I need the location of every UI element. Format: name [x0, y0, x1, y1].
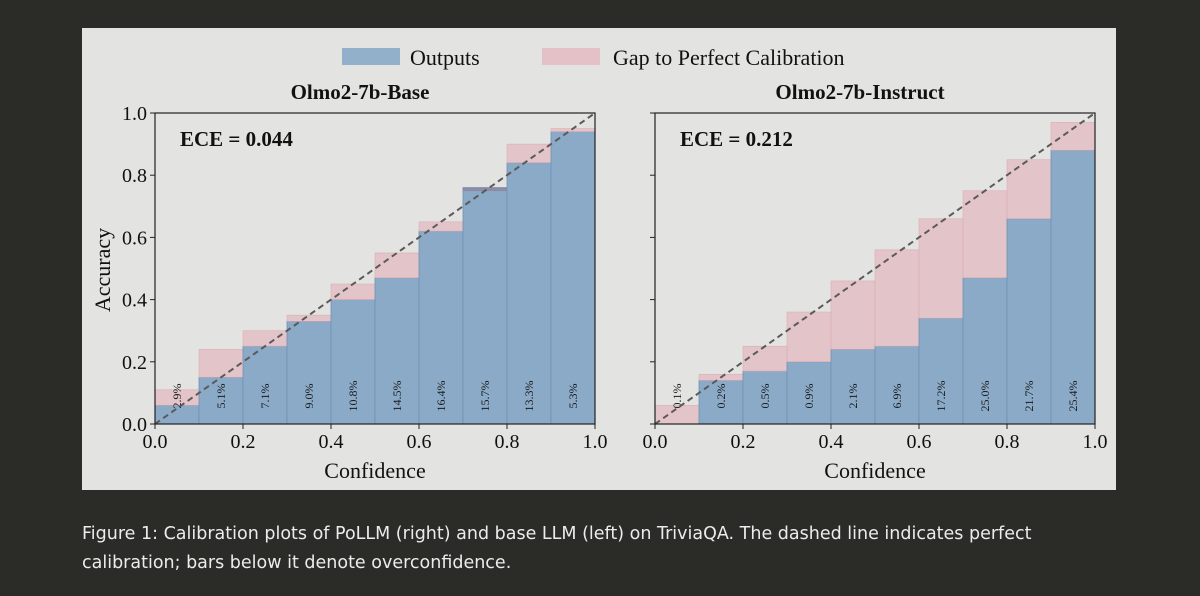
legend-outputs-swatch [342, 48, 400, 65]
bin-share-label: 25.0% [978, 381, 992, 412]
bin-share-label: 7.1% [258, 384, 272, 409]
gap-bar [374, 252, 420, 279]
bin-share-label: 15.7% [478, 381, 492, 412]
x-tick-label: 0.2 [731, 431, 756, 453]
bin-share-label: 2.1% [846, 384, 860, 409]
x-tick-label: 0.0 [143, 431, 168, 453]
outputs-bar [874, 345, 920, 425]
bin-share-label: 5.1% [214, 384, 228, 409]
calibration-figure: Outputs Gap to Perfect Calibration 2.9% 5… [82, 28, 1116, 490]
bin-share-label: 2.9% [170, 384, 184, 409]
gap-bar [418, 221, 464, 232]
y-tick-label: 0.2 [122, 352, 147, 374]
gap-bar [962, 190, 1008, 279]
axes-frame [154, 112, 596, 425]
x-tick-label: 0.6 [907, 431, 932, 453]
gap-bar [830, 280, 876, 350]
calibration-panel-2: 0.1% 0.2% 0.5% 0.9% 2.1% 6.9% 17.2% 25.0% 21.7% 2… [643, 80, 1108, 483]
gap-bar [286, 314, 332, 322]
gap-bar [742, 345, 788, 372]
outputs-bar [830, 348, 876, 425]
gap-bar [330, 283, 376, 300]
legend-gap-label: Gap to Perfect Calibration [613, 45, 845, 70]
x-axis-label: Confidence [324, 458, 425, 483]
legend-gap-swatch [542, 48, 600, 65]
calibration-panel-1: 2.9% 5.1% 7.1% 9.0% 10.8% 14.5% 16.4% 15.7% 13.3… [122, 80, 608, 483]
x-tick-label: 0.4 [819, 431, 844, 453]
bin-share-label: 5.3% [566, 384, 580, 409]
bin-share-label: 17.2% [934, 381, 948, 412]
x-tick-label: 1.0 [583, 431, 608, 453]
gap-bar [874, 249, 920, 347]
bin-share-label: 14.5% [390, 381, 404, 412]
x-tick-label: 0.6 [407, 431, 432, 453]
y-tick-label: 0.0 [122, 414, 147, 436]
x-axis-label: Confidence [824, 458, 925, 483]
y-tick-label: 1.0 [122, 103, 147, 125]
outputs-bar [1050, 149, 1096, 425]
outputs-bar [418, 230, 464, 425]
panel-title: Olmo2-7b-Instruct [775, 80, 944, 104]
figure-caption: Figure 1: Calibration plots of PoLLM (ri… [82, 524, 1032, 573]
gap-bar [1050, 122, 1096, 151]
axes-frame [654, 112, 1096, 425]
bin-share-label: 0.9% [802, 384, 816, 409]
x-tick-label: 0.0 [643, 431, 668, 453]
bin-share-label: 16.4% [434, 381, 448, 412]
x-tick-label: 0.2 [231, 431, 256, 453]
x-tick-label: 0.4 [319, 431, 344, 453]
y-axis-label: Accuracy [90, 228, 115, 312]
gap-bar [506, 143, 552, 164]
outputs-bar [918, 317, 964, 425]
bin-share-label: 6.9% [890, 384, 904, 409]
bin-share-label: 21.7% [1022, 381, 1036, 412]
outputs-bar [742, 370, 788, 425]
bin-share-label: 0.5% [758, 384, 772, 409]
bin-share-label: 25.4% [1066, 381, 1080, 412]
gap-bar [198, 349, 244, 378]
x-tick-label: 1.0 [1083, 431, 1108, 453]
outputs-bar [550, 131, 596, 425]
x-tick-label: 0.8 [495, 431, 520, 453]
ece-annotation: ECE = 0.044 [180, 127, 293, 151]
y-tick-label: 0.8 [122, 165, 147, 187]
gap-bar [242, 330, 288, 347]
y-tick-label: 0.4 [122, 290, 147, 312]
bin-share-label: 0.2% [714, 384, 728, 409]
bin-share-label: 9.0% [302, 384, 316, 409]
y-tick-label: 0.6 [122, 227, 147, 249]
gap-bar [786, 311, 832, 363]
outputs-bar [962, 277, 1008, 425]
bin-share-label: 13.3% [522, 381, 536, 412]
x-tick-label: 0.8 [995, 431, 1020, 453]
ece-annotation: ECE = 0.212 [680, 127, 793, 151]
panel-title: Olmo2-7b-Base [291, 80, 430, 104]
legend: Outputs Gap to Perfect Calibration [342, 45, 845, 70]
legend-outputs-label: Outputs [410, 45, 480, 70]
gap-bar [1006, 159, 1052, 220]
bin-share-label: 0.1% [670, 384, 684, 409]
gap-bar [918, 218, 964, 319]
bin-share-label: 10.8% [346, 381, 360, 412]
